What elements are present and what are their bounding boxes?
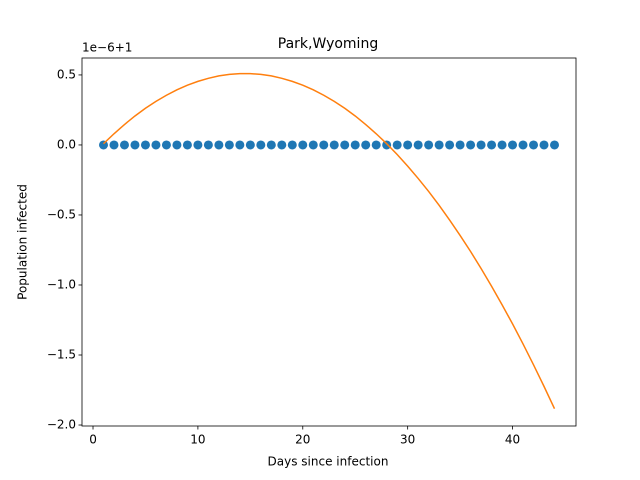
y-tick-label: −2.0 <box>47 418 76 432</box>
marker <box>549 140 559 150</box>
plot-frame <box>81 57 577 427</box>
marker <box>508 140 518 150</box>
marker <box>350 140 360 150</box>
marker <box>392 140 402 150</box>
marker <box>434 140 444 150</box>
x-axis-label: Days since infection <box>268 455 389 469</box>
marker <box>245 140 255 150</box>
x-tick-label: 30 <box>400 433 415 447</box>
marker <box>298 140 308 150</box>
line <box>102 72 556 409</box>
y-axis-label: Population infected <box>16 184 30 300</box>
marker <box>529 140 539 150</box>
marker <box>151 140 161 150</box>
marker <box>193 140 203 150</box>
x-tick-label: 10 <box>190 433 205 447</box>
marker <box>445 140 455 150</box>
marker <box>466 140 476 150</box>
x-tick-label: 0 <box>89 433 97 447</box>
marker <box>319 140 329 150</box>
marker <box>329 140 339 150</box>
chart-title: Park,Wyoming <box>278 36 378 52</box>
marker <box>361 140 371 150</box>
marker <box>182 140 192 150</box>
marker <box>340 140 350 150</box>
y-tick-label: 0.0 <box>57 137 76 151</box>
marker <box>214 140 224 150</box>
marker <box>371 140 381 150</box>
marker <box>539 140 549 150</box>
marker <box>140 140 150 150</box>
offset-text: 1e−6+1 <box>82 41 132 55</box>
marker <box>256 140 266 150</box>
marker <box>476 140 486 150</box>
marker <box>130 140 140 150</box>
marker <box>161 140 171 150</box>
y-tick-label: 0.5 <box>57 67 76 81</box>
y-tick-label: −1.0 <box>47 277 76 291</box>
marker <box>235 140 245 150</box>
marker <box>413 140 423 150</box>
marker <box>382 140 392 150</box>
x-tick-label: 20 <box>295 433 310 447</box>
marker <box>403 140 413 150</box>
marker <box>424 140 434 150</box>
marker <box>497 140 507 150</box>
marker <box>287 140 297 150</box>
y-tick-label: −1.5 <box>47 348 76 362</box>
marker <box>119 140 129 150</box>
marker <box>308 140 318 150</box>
y-tick-label: −0.5 <box>47 207 76 221</box>
marker <box>99 140 109 150</box>
marker <box>277 140 287 150</box>
marker <box>172 140 182 150</box>
marker <box>487 140 497 150</box>
marker <box>224 140 234 150</box>
x-tick-label: 40 <box>505 433 520 447</box>
marker <box>518 140 528 150</box>
marker <box>266 140 276 150</box>
marker <box>109 140 119 150</box>
marker <box>203 140 213 150</box>
marker <box>455 140 465 150</box>
